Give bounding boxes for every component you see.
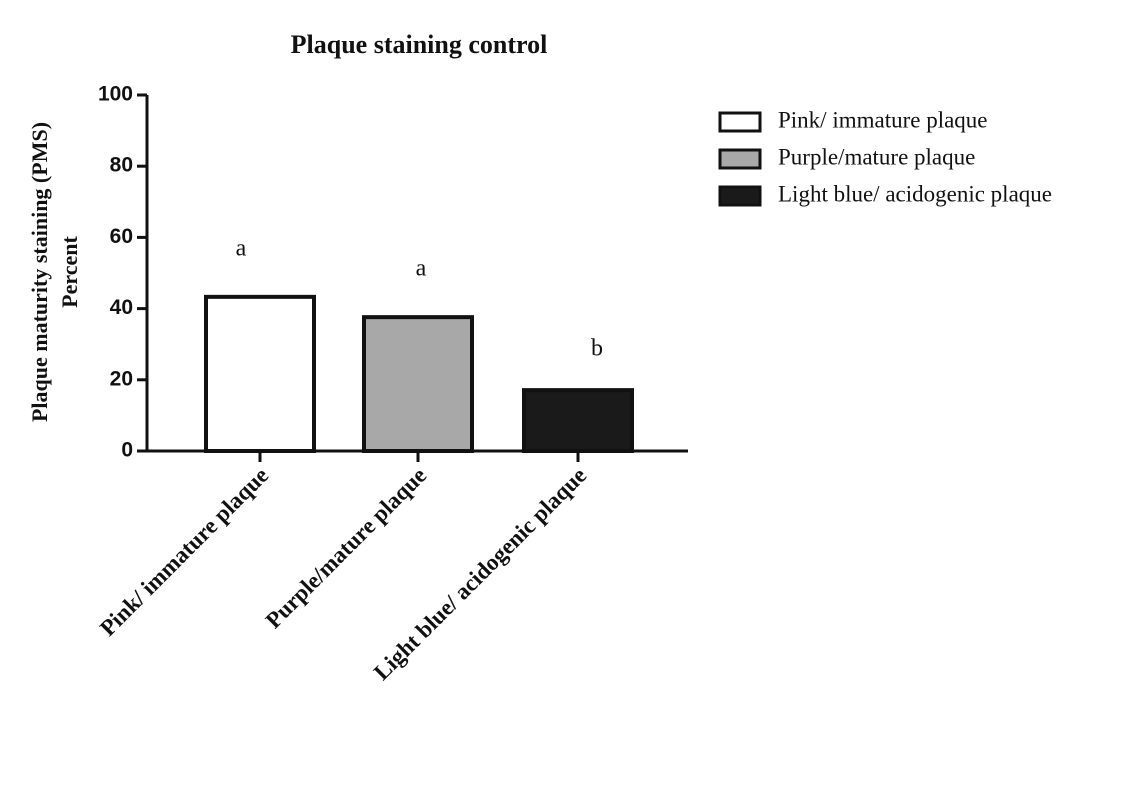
legend-label: Light blue/ acidogenic plaque bbox=[778, 181, 1052, 206]
y-tick-label: 20 bbox=[110, 367, 133, 390]
annotation: a bbox=[236, 235, 247, 261]
y-tick-label: 80 bbox=[110, 154, 133, 177]
bar bbox=[522, 388, 634, 453]
y-axis-label: Plaque maturity staining (PMS) bbox=[27, 122, 52, 422]
x-tick-label: Pink/ immature plaque bbox=[95, 463, 273, 641]
chart-title: Plaque staining control bbox=[291, 30, 548, 59]
y-tick-label: 60 bbox=[110, 225, 133, 248]
legend-swatch bbox=[718, 148, 762, 170]
y-axis-label: Percent bbox=[57, 236, 82, 308]
annotation: a bbox=[416, 256, 427, 282]
legend-swatch bbox=[718, 185, 762, 207]
legend-label: Pink/ immature plaque bbox=[778, 107, 988, 132]
bar bbox=[204, 294, 316, 453]
x-tick-label: Purple/mature plaque bbox=[261, 463, 432, 634]
y-tick-label: 0 bbox=[121, 439, 133, 462]
y-tick-label: 100 bbox=[98, 83, 133, 106]
y-tick-label: 40 bbox=[110, 296, 133, 319]
legend-swatch bbox=[718, 111, 762, 133]
annotation: b bbox=[591, 336, 603, 362]
legend-label: Purple/mature plaque bbox=[778, 144, 975, 169]
bar bbox=[362, 315, 474, 454]
